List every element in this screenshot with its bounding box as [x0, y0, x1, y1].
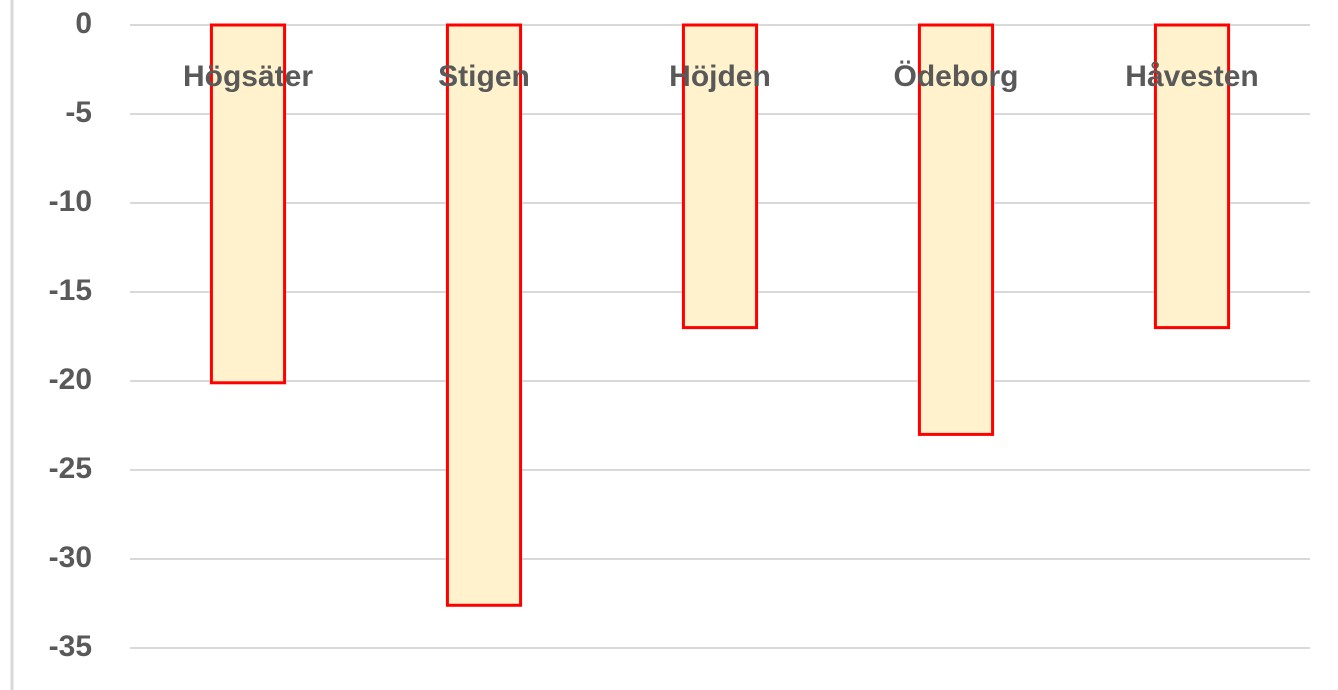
bar	[209, 23, 287, 385]
x-tick-label: Höjden	[669, 60, 771, 93]
x-tick-label: Högsäter	[183, 60, 313, 93]
y-tick-label: 0	[75, 7, 92, 40]
y-tick-label: -20	[49, 363, 92, 396]
x-tick-label: Håvesten	[1125, 60, 1258, 93]
bar	[445, 23, 523, 607]
bar	[681, 23, 759, 330]
y-tick-label: -10	[49, 185, 92, 218]
y-tick-label: -5	[65, 96, 92, 129]
x-tick-label: Ödeborg	[894, 60, 1019, 93]
y-tick-label: -25	[49, 452, 92, 485]
bar	[1153, 23, 1231, 330]
y-tick-label: -15	[49, 274, 92, 307]
y-tick-label: -35	[49, 630, 92, 663]
bar	[917, 23, 995, 436]
x-tick-label: Stigen	[438, 60, 530, 93]
y-tick-label: -30	[49, 541, 92, 574]
